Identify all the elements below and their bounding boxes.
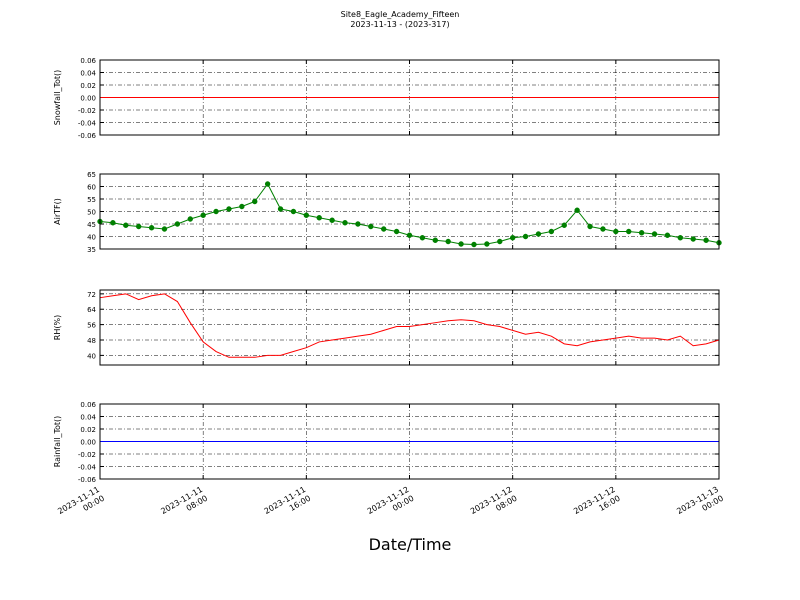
data-point [264,181,271,187]
y-tick-label: 40 [87,234,96,242]
data-point [613,228,619,235]
data-point [342,220,348,226]
data-point [497,238,503,245]
y-tick-label: 65 [87,171,96,179]
data-point [239,203,245,210]
y-tick-label: 0.02 [80,426,96,434]
y-tick-label: 0.02 [80,82,96,90]
x-axis-label: Date/Time [369,535,452,554]
data-point [587,223,593,230]
data-point [509,235,516,241]
data-point [626,228,632,235]
data-point [432,237,438,243]
data-point [174,221,181,227]
data-point [381,226,387,232]
y-tick-label: 0.00 [80,439,96,447]
y-tick-label: -0.02 [78,107,96,115]
data-point [548,228,555,235]
data-point [561,222,567,228]
x-tick-label: 2023-11-1208:00 [469,485,519,525]
data-point [200,212,206,218]
data-point [290,208,297,215]
data-point [252,198,258,205]
axes-frame [99,403,720,480]
data-point [135,223,142,230]
axes-frame [99,173,720,250]
y-tick-label: -0.06 [78,476,97,484]
y-tick-label: 48 [87,337,96,345]
figure-subtitle: 2023-11-13 - (2023-317) [350,20,449,29]
y-tick-label: 50 [87,209,96,217]
y-axis-label: RH(%) [53,315,62,340]
x-tick-label: 2023-11-1100:00 [56,485,106,525]
data-point [484,241,490,247]
data-point [213,208,219,215]
data-point [187,216,193,222]
data-point [535,231,542,237]
y-tick-label: 45 [87,221,96,229]
y-tick-label: -0.06 [78,132,97,140]
data-point [123,222,129,228]
figure-title: Site8_Eagle_Academy_Fifteen [341,10,460,19]
data-point [406,232,413,238]
data-point [600,226,606,232]
y-tick-label: -0.04 [78,464,97,472]
data-point [664,232,671,238]
data-point [303,212,310,218]
data-point [677,235,684,241]
x-tick-label: 2023-11-1200:00 [366,485,416,525]
y-axis-label: AirTF() [53,198,62,225]
data-point [277,206,284,212]
y-tick-label: 0.06 [80,57,96,65]
x-tick-label: 2023-11-1116:00 [263,485,313,525]
y-tick-label: 55 [87,196,96,204]
y-tick-label: 0.04 [80,70,96,78]
data-point [110,220,116,226]
data-point [355,221,361,227]
data-point [316,215,322,221]
y-tick-label: 72 [87,291,96,299]
data-point [471,241,477,248]
x-tick-label: 2023-11-1300:00 [675,485,725,525]
y-axis-label: Rainfall_Tot() [53,416,62,468]
y-tick-label: 64 [87,306,96,314]
y-tick-label: 56 [87,322,96,330]
y-tick-label: 0.06 [80,401,96,409]
data-point [690,236,696,242]
data-point [419,235,426,241]
axes-frame [99,289,720,366]
y-tick-label: -0.04 [78,120,97,128]
data-point [161,226,168,232]
data-point [368,223,374,230]
data-line [99,293,720,358]
data-point [393,228,400,235]
y-tick-label: 35 [87,246,96,254]
y-tick-label: 60 [87,184,96,192]
y-tick-label: 0.00 [80,95,96,103]
axes-frame [99,59,720,136]
data-point [638,230,645,236]
data-point [226,206,232,212]
data-point [522,233,529,240]
data-point [329,217,335,223]
data-point [651,231,658,237]
x-tick-label: 2023-11-1108:00 [159,485,209,525]
y-tick-label: 40 [87,352,96,360]
y-tick-label: -0.02 [78,451,96,459]
y-tick-label: 0.04 [80,414,96,422]
data-point [458,241,464,247]
data-point [445,238,451,245]
data-point [574,207,580,213]
y-axis-label: Snowfall_Tot() [53,70,62,126]
data-point [703,237,709,243]
data-point [148,225,155,231]
x-tick-label: 2023-11-1216:00 [572,485,622,525]
